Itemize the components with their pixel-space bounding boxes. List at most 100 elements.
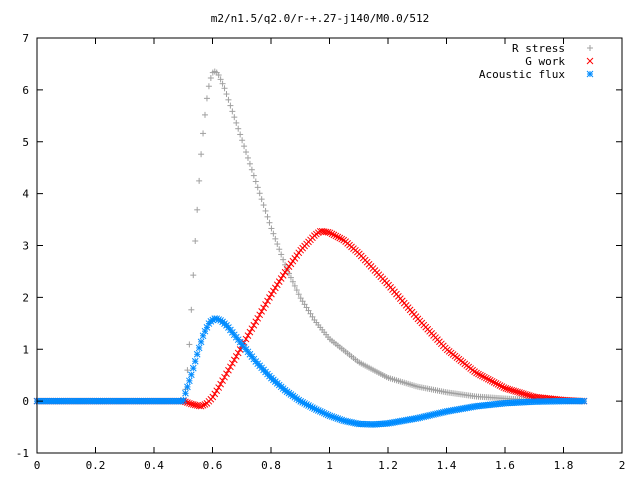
data-point <box>274 241 281 248</box>
data-point <box>293 252 301 259</box>
series-acoustic-flux <box>33 315 588 428</box>
data-point <box>229 108 236 115</box>
data-point <box>305 307 312 314</box>
data-point <box>205 83 212 90</box>
data-point <box>270 287 277 295</box>
data-point <box>330 231 338 239</box>
data-point <box>225 96 232 103</box>
data-point <box>189 364 197 372</box>
data-point <box>215 384 223 391</box>
data-point <box>295 291 302 298</box>
y-tick-label: 5 <box>22 136 29 149</box>
data-point <box>197 338 205 346</box>
data-point <box>248 325 256 333</box>
data-point <box>480 373 488 381</box>
x-tick-label: 1.2 <box>378 459 398 472</box>
data-point <box>475 370 482 378</box>
data-point <box>301 301 308 308</box>
data-point <box>518 389 525 397</box>
data-point <box>234 349 242 357</box>
data-point <box>514 388 521 396</box>
data-point <box>221 85 228 92</box>
data-point <box>289 278 296 285</box>
data-point <box>309 404 316 411</box>
data-point <box>244 332 252 339</box>
x-tick-label: 1.4 <box>437 459 457 472</box>
data-point <box>506 386 514 393</box>
data-point <box>187 371 195 379</box>
axis-ticks: 0 0.2 0.4 0.6 0.8 1 1.2 1.4 1.6 1.8 2 -1 0 1 2 3 4 5 6 7 <box>16 32 626 472</box>
data-point <box>244 154 251 161</box>
data-point <box>243 149 250 156</box>
x-tick-label: 0.2 <box>86 459 106 472</box>
data-point <box>189 401 197 408</box>
data-point <box>492 380 500 387</box>
data-point <box>198 151 205 158</box>
data-point <box>283 266 291 273</box>
y-tick-label: 4 <box>22 188 29 201</box>
data-point <box>250 321 258 329</box>
data-point <box>223 370 230 378</box>
data-point <box>336 234 344 242</box>
data-point <box>192 237 199 244</box>
data-point <box>207 74 214 81</box>
data-point <box>258 196 265 203</box>
data-point <box>184 367 191 374</box>
data-point <box>291 282 298 289</box>
data-point <box>209 393 217 401</box>
data-point <box>334 233 342 241</box>
data-point <box>268 290 275 298</box>
data-point <box>190 272 197 279</box>
data-point <box>490 379 498 386</box>
data-point <box>266 219 273 226</box>
data-point <box>230 356 238 364</box>
data-point <box>287 274 294 281</box>
data-point <box>219 377 226 385</box>
data-point <box>338 235 346 243</box>
data-point <box>225 366 232 374</box>
data-point <box>299 298 306 305</box>
data-point <box>217 76 224 83</box>
data-point <box>199 401 207 409</box>
data-point <box>233 119 240 126</box>
data-point <box>502 385 510 392</box>
y-tick-label: 6 <box>22 84 29 97</box>
data-point <box>223 91 230 98</box>
data-point <box>221 373 228 381</box>
data-point <box>508 386 516 394</box>
data-point <box>227 102 234 109</box>
data-point <box>195 344 203 352</box>
data-point <box>494 381 502 388</box>
y-tick-label: 2 <box>22 291 29 304</box>
data-point <box>264 213 271 220</box>
data-point <box>271 284 279 292</box>
data-point <box>180 396 187 404</box>
data-point <box>241 143 248 150</box>
x-tick-label: 0.8 <box>261 459 281 472</box>
data-point <box>235 125 242 132</box>
x-tick-label: 0 <box>34 459 41 472</box>
data-point <box>303 304 310 311</box>
data-point <box>520 390 527 398</box>
data-point <box>477 371 484 379</box>
data-point <box>510 387 518 395</box>
data-point <box>254 314 262 322</box>
data-point <box>196 177 203 184</box>
data-point <box>213 387 221 395</box>
data-point <box>289 257 297 265</box>
data-point <box>194 206 201 213</box>
data-point <box>246 328 254 336</box>
data-point <box>215 72 222 79</box>
data-point <box>525 392 533 399</box>
data-point <box>488 377 496 385</box>
data-point <box>278 251 285 258</box>
y-tick-label: 7 <box>22 32 29 45</box>
data-point <box>266 294 273 301</box>
legend-marker <box>587 45 593 51</box>
data-point <box>252 178 259 185</box>
data-point <box>486 376 494 384</box>
data-point <box>264 297 271 305</box>
data-point <box>270 230 277 237</box>
data-point <box>260 304 267 312</box>
